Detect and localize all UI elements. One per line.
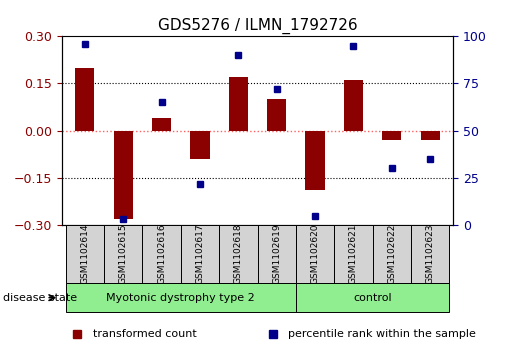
- Text: GSM1102616: GSM1102616: [157, 224, 166, 285]
- Bar: [267, 99, 286, 131]
- Bar: [305, 131, 324, 191]
- Bar: [344, 80, 363, 131]
- FancyBboxPatch shape: [296, 225, 334, 283]
- Text: control: control: [353, 293, 392, 303]
- Text: disease state: disease state: [3, 293, 77, 303]
- Text: percentile rank within the sample: percentile rank within the sample: [288, 329, 476, 339]
- Text: GSM1102620: GSM1102620: [311, 224, 320, 284]
- FancyBboxPatch shape: [373, 225, 411, 283]
- Bar: [421, 131, 440, 140]
- FancyBboxPatch shape: [142, 225, 181, 283]
- Text: GSM1102618: GSM1102618: [234, 224, 243, 285]
- Text: GSM1102623: GSM1102623: [426, 224, 435, 284]
- Bar: [382, 131, 401, 140]
- Title: GDS5276 / ILMN_1792726: GDS5276 / ILMN_1792726: [158, 17, 357, 33]
- Bar: [229, 77, 248, 131]
- FancyBboxPatch shape: [65, 283, 296, 312]
- Text: GSM1102622: GSM1102622: [387, 224, 397, 284]
- FancyBboxPatch shape: [411, 225, 450, 283]
- Text: GSM1102621: GSM1102621: [349, 224, 358, 284]
- FancyBboxPatch shape: [219, 225, 258, 283]
- FancyBboxPatch shape: [104, 225, 142, 283]
- Bar: [191, 131, 210, 159]
- Text: Myotonic dystrophy type 2: Myotonic dystrophy type 2: [107, 293, 255, 303]
- FancyBboxPatch shape: [181, 225, 219, 283]
- Bar: [114, 131, 133, 219]
- FancyBboxPatch shape: [258, 225, 296, 283]
- Text: transformed count: transformed count: [93, 329, 196, 339]
- Bar: [152, 118, 171, 131]
- Text: GSM1102614: GSM1102614: [80, 224, 89, 284]
- Bar: [75, 68, 94, 131]
- FancyBboxPatch shape: [65, 225, 104, 283]
- FancyBboxPatch shape: [334, 225, 373, 283]
- Text: GSM1102617: GSM1102617: [195, 224, 204, 285]
- Text: GSM1102615: GSM1102615: [118, 224, 128, 285]
- FancyBboxPatch shape: [296, 283, 450, 312]
- Text: GSM1102619: GSM1102619: [272, 224, 281, 285]
